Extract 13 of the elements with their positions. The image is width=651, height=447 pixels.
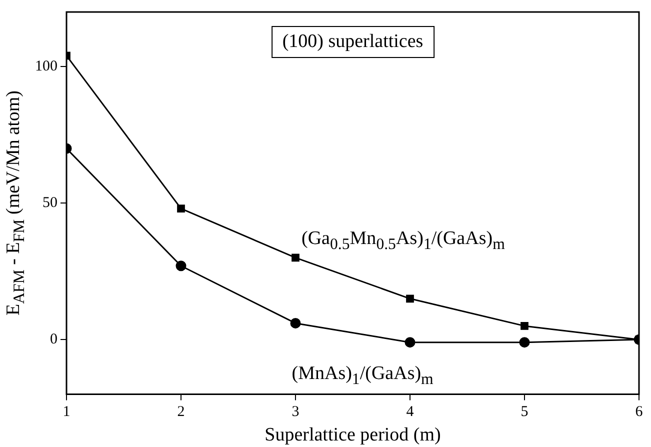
x-axis-title: Superlattice period (m) xyxy=(264,424,441,446)
series-label: (MnAs)$_{1}$/(GaAs)$_{m}$ xyxy=(292,362,434,389)
y-tick-label: 100 xyxy=(35,58,58,75)
annotation: (100) superlattices xyxy=(271,26,434,58)
x-tick-label: 1 xyxy=(62,404,70,420)
x-tick-label: 3 xyxy=(292,404,300,420)
x-tick-label: 4 xyxy=(406,404,414,420)
x-tick-label: 5 xyxy=(520,404,528,420)
y-tick-label: 0 xyxy=(50,332,58,348)
x-tick-label: 2 xyxy=(177,404,185,420)
y-tick-label: 50 xyxy=(42,195,58,212)
series-label: (Ga$_{0.5}$Mn$_{0.5}$As)$_{1}$/(GaAs)$_{m}$ xyxy=(302,228,505,254)
x-tick-label: 6 xyxy=(635,404,644,420)
